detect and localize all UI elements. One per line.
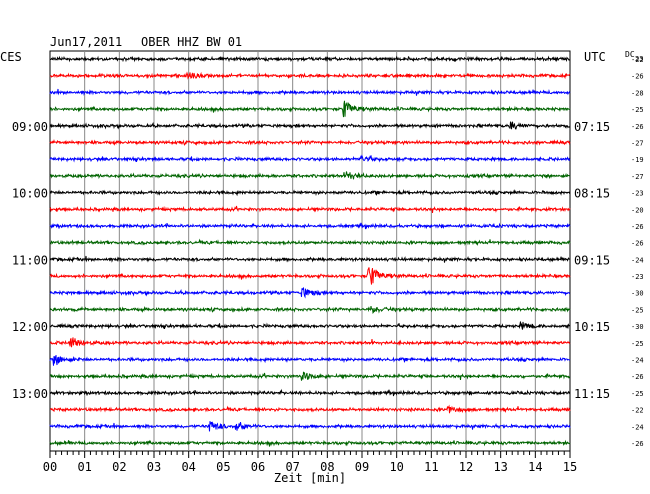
trace-line <box>49 421 571 432</box>
right-time-label: 07:15 <box>574 120 610 134</box>
x-tick-label: 04 <box>181 460 195 474</box>
trace-line <box>49 205 571 213</box>
right-time-label: 09:15 <box>574 253 610 267</box>
trace-line <box>49 222 571 230</box>
right-time-label: 08:15 <box>574 187 610 201</box>
trace-line <box>49 255 571 263</box>
left-time-label: 13:00 <box>12 387 48 401</box>
x-tick-label: 01 <box>77 460 91 474</box>
dc-offset-label: -24 <box>631 423 644 431</box>
x-tick-label: 03 <box>147 460 161 474</box>
x-tick-label: 09 <box>355 460 369 474</box>
trace-line <box>49 439 571 447</box>
dc-offset-label: -20 <box>631 206 644 214</box>
dc-offset-label: -24 <box>631 256 644 264</box>
x-tick-label: 15 <box>563 460 577 474</box>
trace-line <box>49 321 571 330</box>
dc-offset-label: -27 <box>631 173 644 181</box>
trace-line <box>50 238 571 246</box>
x-tick-label: 12 <box>459 460 473 474</box>
x-tick-label: 02 <box>112 460 126 474</box>
right-timezone: UTC <box>584 50 606 64</box>
dc-offset-label: -26 <box>631 240 644 248</box>
dc-offset-label: -23 <box>631 190 644 198</box>
header-date: Jun17,2011 <box>50 35 122 49</box>
dc-offset-label: -27 <box>631 139 644 147</box>
dc-offset-label: -26 <box>631 73 644 81</box>
left-time-label: 11:00 <box>12 253 48 267</box>
x-tick-label: 07 <box>285 460 299 474</box>
dc-offset-label: -28 <box>631 89 644 97</box>
x-tick-label: 11 <box>424 460 438 474</box>
trace-line <box>49 388 571 397</box>
dc-offset-label: -22 <box>631 407 644 415</box>
dc-offset-label: -26 <box>631 440 644 448</box>
grid <box>49 50 571 458</box>
right-time-label: 11:15 <box>574 387 610 401</box>
dc-header: DC <box>625 50 635 59</box>
dc-offset-label: -26 <box>631 373 644 381</box>
dc-offset-label: -30 <box>631 290 644 298</box>
left-time-label: 09:00 <box>12 120 48 134</box>
trace-line <box>49 267 571 285</box>
trace-line <box>49 337 571 348</box>
trace-line <box>49 55 571 63</box>
x-tick-label: 13 <box>493 460 507 474</box>
trace-line <box>50 404 571 414</box>
dc-offset-label: -22 <box>631 56 644 64</box>
x-tick-label: 05 <box>216 460 230 474</box>
labels: Jun17,2011 OBER HHZ BW 01 CES UTC DC 23 … <box>0 35 644 485</box>
dc-offset-label: -25 <box>631 306 644 314</box>
left-time-label: 12:00 <box>12 320 48 334</box>
x-tick-label: 14 <box>528 460 542 474</box>
traces <box>49 55 571 447</box>
trace-line <box>49 305 571 314</box>
dc-offset-label: -26 <box>631 123 644 131</box>
dc-offset-label: -25 <box>631 340 644 348</box>
x-tick-label: 00 <box>43 460 57 474</box>
trace-line <box>49 354 571 366</box>
left-time-label: 10:00 <box>12 187 48 201</box>
dc-offset-label: -26 <box>631 223 644 231</box>
trace-line <box>49 100 571 118</box>
dc-offset-label: -25 <box>631 390 644 398</box>
trace-line <box>49 371 571 381</box>
dc-offset-label: -19 <box>631 156 644 164</box>
trace-line <box>49 88 571 96</box>
trace-line <box>49 189 571 197</box>
trace-line <box>49 121 571 130</box>
dc-offset-label: -30 <box>631 323 644 331</box>
trace-line <box>49 71 571 80</box>
x-tick-label: 08 <box>320 460 334 474</box>
dc-header-sub: 23 <box>635 55 643 63</box>
trace-line <box>49 171 571 180</box>
dc-offset-label: -23 <box>631 273 644 281</box>
x-tick-label: 06 <box>251 460 265 474</box>
x-axis-label: Zeit [min] <box>274 471 346 485</box>
header-station: OBER HHZ BW 01 <box>141 35 242 49</box>
dc-offset-label: -25 <box>631 106 644 114</box>
left-timezone: CES <box>0 50 22 64</box>
x-tick-label: 10 <box>389 460 403 474</box>
dc-offset-label: -24 <box>631 357 644 365</box>
trace-line <box>49 138 571 147</box>
right-time-label: 10:15 <box>574 320 610 334</box>
trace-line <box>49 287 571 299</box>
trace-line <box>49 154 571 163</box>
